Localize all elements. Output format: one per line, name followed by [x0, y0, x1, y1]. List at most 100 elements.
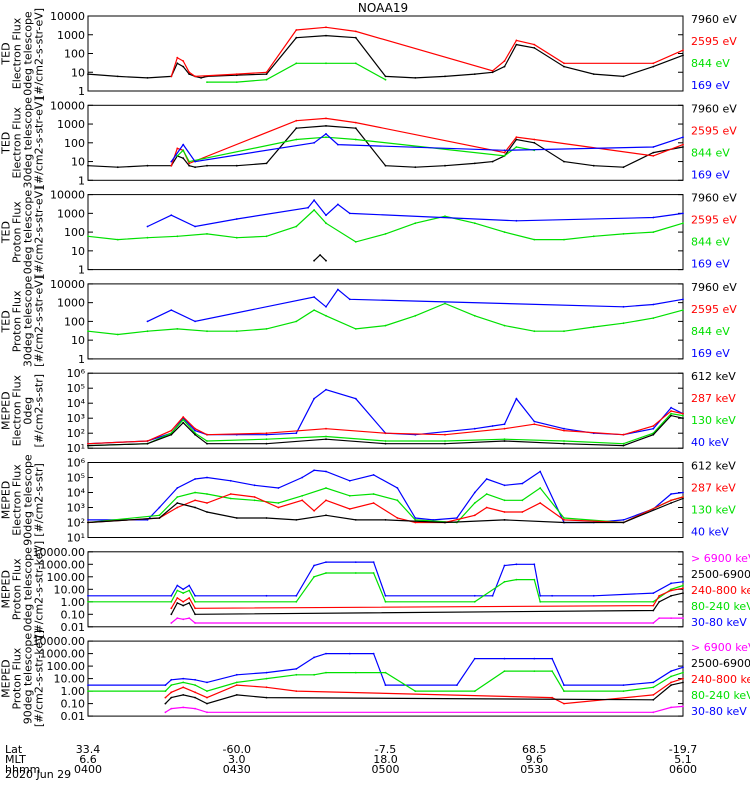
data-point — [265, 162, 268, 165]
data-point — [533, 238, 536, 241]
data-point — [670, 406, 672, 409]
data-point — [265, 433, 268, 436]
data-point — [533, 423, 536, 426]
y-axis-label-line: 0deg telescope — [22, 11, 35, 96]
data-point — [533, 578, 536, 581]
data-point — [354, 671, 357, 674]
data-point — [372, 561, 375, 563]
data-point — [414, 517, 417, 519]
data-point — [682, 587, 684, 590]
data-point — [563, 517, 565, 519]
data-point — [652, 686, 655, 689]
y-axis-label-line: 90deg telescope — [22, 633, 35, 725]
data-point — [473, 690, 476, 692]
data-point — [188, 617, 191, 619]
data-point — [146, 236, 149, 239]
data-point — [622, 684, 625, 686]
y-tick-label: 1000.00 — [40, 558, 86, 571]
y-tick-label: 1000 — [57, 297, 85, 310]
data-point — [473, 502, 476, 504]
data-point — [384, 432, 387, 435]
data-point — [194, 622, 197, 624]
data-point — [670, 706, 672, 709]
y-axis-label-line: [#/cm2-s-str] — [33, 463, 46, 537]
data-point — [206, 696, 208, 699]
data-point — [539, 600, 542, 603]
data-point — [206, 442, 208, 445]
series-line-7960-ev — [87, 34, 684, 79]
data-point — [521, 511, 524, 513]
legend-entry: 612 keV — [691, 460, 736, 473]
y-tick-label: 1 — [78, 174, 85, 187]
legend-entry: 844 eV — [691, 236, 730, 249]
data-point — [313, 397, 315, 400]
data-point — [265, 235, 268, 238]
data-point — [87, 235, 89, 238]
data-point — [384, 684, 387, 686]
legend-entry: 80-240 keV — [691, 689, 750, 702]
data-point — [253, 499, 256, 502]
data-point — [164, 684, 167, 686]
data-point — [622, 442, 625, 445]
legend-entry: 844 eV — [691, 57, 730, 70]
data-point — [473, 314, 476, 317]
data-point — [325, 487, 327, 489]
y-axis-label-line: [#/cm2-s-str] — [33, 374, 46, 448]
data-point — [313, 469, 315, 472]
series-line-2500-6900 — [164, 681, 684, 705]
data-point — [265, 328, 268, 330]
data-point — [414, 314, 417, 317]
data-point — [354, 241, 357, 243]
data-point — [682, 491, 684, 494]
data-point — [229, 497, 232, 500]
data-point — [265, 696, 268, 699]
data-point — [444, 442, 446, 445]
data-point — [551, 594, 553, 597]
data-point — [295, 127, 298, 130]
series-line-130-kev — [87, 487, 684, 524]
data-point — [146, 164, 149, 167]
y-tick-label: 10000 — [50, 99, 85, 112]
data-point — [182, 60, 185, 62]
data-point — [194, 75, 197, 78]
data-point — [325, 26, 327, 29]
data-point — [170, 613, 173, 616]
data-point — [414, 521, 417, 524]
data-point — [503, 155, 506, 157]
series-line-240-800-kev — [170, 587, 684, 609]
data-point — [503, 580, 506, 583]
x-tick-label-mlt: 5.1 — [674, 753, 692, 766]
data-point — [503, 670, 506, 672]
y-axis-label-line: MEPED — [0, 570, 13, 609]
data-point — [295, 519, 298, 521]
y-tick-label: 10.00 — [54, 673, 86, 686]
data-point — [396, 487, 399, 489]
data-point — [194, 225, 197, 228]
data-point — [563, 702, 565, 705]
series-line-80-240-kev — [88, 670, 684, 692]
data-point — [652, 303, 655, 306]
legend-entry: 612 keV — [691, 370, 736, 383]
y-axis-label-line: Proton Flux — [11, 201, 24, 263]
data-point — [658, 617, 661, 619]
data-point — [670, 670, 672, 672]
data-point — [652, 681, 655, 684]
data-point — [503, 564, 506, 567]
panel-6: 10⁶ 10⁵ 10⁴ 10³ 10² 10¹ MEPEDElectron Flux90de… — [0, 454, 736, 546]
y-tick-label: 1000 — [57, 207, 85, 220]
y-tick-label: 100 — [64, 226, 85, 239]
data-point — [194, 594, 197, 597]
data-point — [515, 43, 518, 46]
data-point — [372, 493, 375, 495]
y-tick-label: 10000 — [50, 278, 85, 291]
data-point — [194, 613, 197, 616]
data-point — [313, 509, 315, 512]
legend-entry: 2595 eV — [691, 35, 737, 48]
data-point — [176, 602, 179, 604]
data-point — [176, 235, 179, 238]
legend-entry: 169 eV — [691, 79, 730, 92]
data-point — [194, 684, 197, 686]
panel-frame — [87, 551, 684, 628]
data-point — [521, 499, 524, 502]
legend-entry: 169 eV — [691, 258, 730, 271]
